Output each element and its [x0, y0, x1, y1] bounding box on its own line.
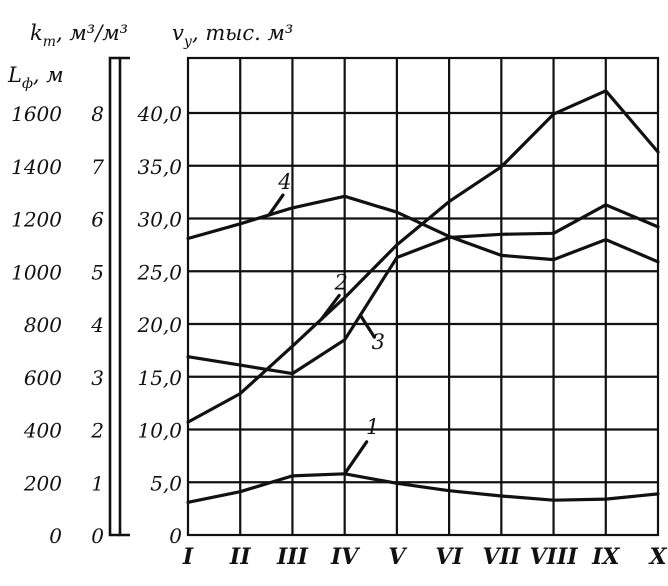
series-labels: 1 2 3 4 — [267, 170, 385, 476]
tick-label-vy: 15,0 — [137, 366, 182, 390]
series-line-1 — [186, 472, 660, 504]
tick-label-lf: 0 — [49, 524, 62, 548]
tick-label-month: I — [182, 544, 194, 570]
tick-label-vy: 40,0 — [136, 102, 182, 126]
axis-line-lf — [118, 56, 130, 537]
tick-label-kt: 1 — [91, 471, 104, 495]
tick-label-month: VI — [435, 544, 463, 570]
axis-line-kt — [108, 56, 120, 537]
tick-label-lf: 1400 — [11, 155, 62, 179]
plot-frame — [186, 56, 660, 537]
tick-label-lf: 400 — [23, 419, 62, 443]
tick-label-month: II — [229, 544, 251, 570]
tick-label-lf: 600 — [24, 366, 62, 390]
series-line-4 — [186, 194, 660, 264]
tick-label-vy: 35,0 — [137, 155, 182, 179]
tick-label-kt: 6 — [91, 208, 104, 232]
tick-label-lf: 1200 — [11, 208, 62, 232]
tick-labels: 0 200 400 600 800 1000 1200 1400 1600 0 1 2 3 4 5 6 7 8 0 5… — [11, 102, 667, 570]
grid-lines — [186, 56, 660, 537]
tick-label-lf: 1000 — [11, 260, 62, 284]
tick-label-vy: 10,0 — [137, 419, 182, 443]
tick-label-kt: 2 — [90, 419, 104, 443]
tick-label-month: VIII — [530, 544, 579, 570]
tick-label-lf: 800 — [24, 313, 62, 337]
tick-label-vy: 0 — [169, 524, 182, 548]
tick-label-lf: 1600 — [11, 102, 62, 126]
series-label-2: 2 — [333, 270, 347, 294]
series-line-3 — [186, 203, 660, 376]
axis-title-kt: kт, м³/м³ — [30, 21, 128, 50]
tick-label-vy: 30,0 — [137, 208, 182, 232]
tick-label-vy: 20,0 — [136, 313, 182, 337]
tick-label-kt: 0 — [91, 524, 104, 548]
series-label-4: 4 — [277, 170, 291, 194]
tick-label-kt: 7 — [91, 155, 104, 179]
tick-label-month: III — [276, 544, 309, 570]
label-leader-4 — [267, 193, 285, 217]
series-label-1: 1 — [366, 415, 379, 439]
axis-title-lf: Lф, м — [7, 63, 64, 92]
tick-label-kt: 8 — [91, 102, 104, 126]
tick-label-lf: 200 — [23, 471, 62, 495]
tick-label-vy: 5,0 — [150, 471, 182, 495]
tick-label-vy: 25,0 — [136, 260, 182, 284]
series-label-3: 3 — [372, 330, 385, 354]
data-series — [186, 89, 660, 504]
tick-label-month: IV — [330, 544, 360, 570]
tick-label-kt: 3 — [91, 366, 104, 390]
tick-label-kt: 5 — [91, 260, 104, 284]
label-leader-2 — [319, 293, 341, 322]
axes — [108, 56, 130, 537]
label-leader-3 — [358, 313, 376, 339]
tick-label-month: IX — [591, 544, 620, 570]
tick-label-kt: 4 — [90, 313, 104, 337]
series-line-2 — [186, 89, 660, 424]
tick-label-month: X — [647, 544, 667, 570]
label-leader-1 — [343, 440, 369, 476]
axis-title-vy: vу, тыс. м³ — [172, 21, 293, 50]
tick-label-month: V — [388, 544, 407, 570]
tick-label-month: VII — [483, 544, 521, 570]
